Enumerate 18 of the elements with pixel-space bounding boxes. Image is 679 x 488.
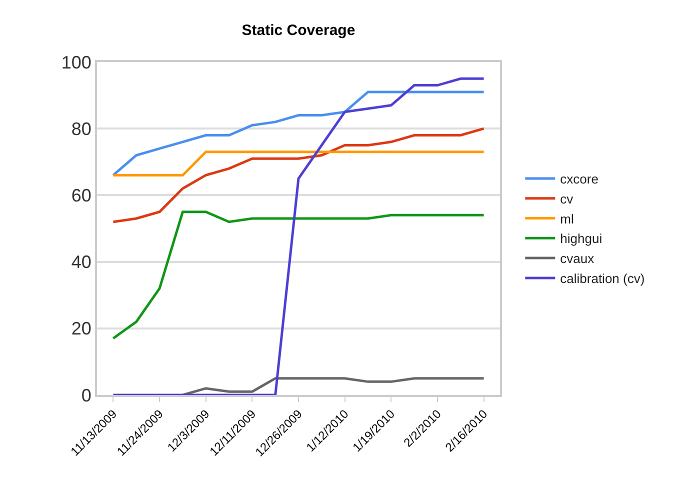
y-tick-label: 80 xyxy=(71,118,92,139)
y-tick-label: 40 xyxy=(71,252,92,272)
legend-label: cvaux xyxy=(560,251,595,266)
y-tick-label: 0 xyxy=(81,385,92,406)
chart-title: Static Coverage xyxy=(242,22,356,39)
legend-label: calibration (cv) xyxy=(560,271,645,286)
y-tick-label: 100 xyxy=(61,52,92,72)
line-series xyxy=(112,77,486,395)
legend-label: cxcore xyxy=(560,172,598,187)
line-series xyxy=(112,90,486,176)
y-tick-label: 60 xyxy=(71,186,92,206)
line-series xyxy=(112,127,486,224)
legend-label: highgui xyxy=(560,231,602,246)
line-series xyxy=(181,377,486,395)
y-tick-label: 20 xyxy=(71,318,92,339)
legend-label: cv xyxy=(560,191,574,206)
line-series xyxy=(112,210,486,340)
legend-label: ml xyxy=(560,211,574,226)
